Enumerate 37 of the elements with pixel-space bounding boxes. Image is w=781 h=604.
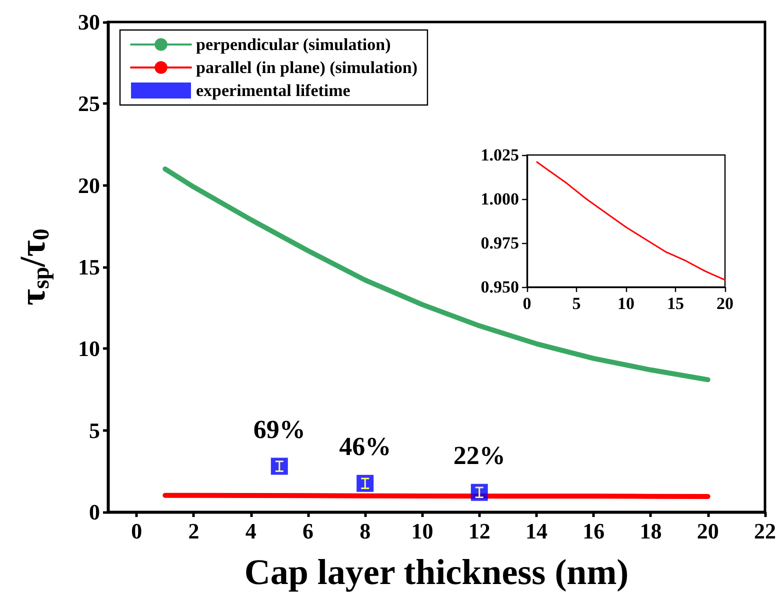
- annotation: 22%: [453, 440, 506, 470]
- x-tick-label: 8: [360, 518, 371, 544]
- y-tick-label: 15: [78, 254, 100, 280]
- x-tick-label: 10: [411, 518, 434, 544]
- x-tick-label: 22: [754, 518, 776, 544]
- annotation: 46%: [339, 432, 392, 461]
- x-tick-label: 18: [640, 518, 662, 544]
- y-tick-label: 0.975: [480, 234, 519, 252]
- y-tick-label: 0.950: [480, 278, 519, 296]
- x-tick-label: 0: [522, 294, 532, 313]
- legend-label: parallel (in plane) (simulation): [196, 58, 418, 77]
- y-tick-label: 30: [78, 10, 100, 34]
- x-tick-label: 14: [525, 518, 548, 544]
- annotation: 69%: [253, 414, 306, 444]
- x-tick-label: 6: [302, 518, 314, 544]
- x-tick-label: 10: [618, 294, 634, 313]
- x-tick-label: 2: [188, 518, 200, 544]
- x-tick-label: 20: [716, 294, 734, 313]
- y-tick-label: 1.000: [480, 190, 519, 208]
- x-tick-label: 20: [696, 518, 719, 544]
- x-tick-label: 12: [468, 518, 490, 544]
- y-tick-label: 25: [78, 91, 100, 116]
- y-tick-label: 0: [89, 500, 100, 524]
- legend-label: experimental lifetime: [196, 81, 351, 100]
- x-tick-label: 4: [245, 518, 256, 544]
- line-series: [536, 161, 726, 281]
- x-tick-label: 15: [667, 294, 684, 313]
- y-axis-title: τsp/τ0: [12, 228, 54, 306]
- y-tick-label: 10: [78, 336, 100, 362]
- x-tick-label: 16: [582, 518, 605, 544]
- x-axis-title: Cap layer thickness (nm): [244, 552, 629, 592]
- x-tick-label: 5: [572, 294, 581, 313]
- y-tick-label: 20: [78, 172, 100, 198]
- x-tick-label: 0: [131, 518, 142, 544]
- y-tick-label: 1.025: [480, 146, 519, 164]
- legend-label: perpendicular (simulation): [196, 35, 391, 54]
- y-tick-label: 5: [89, 418, 100, 443]
